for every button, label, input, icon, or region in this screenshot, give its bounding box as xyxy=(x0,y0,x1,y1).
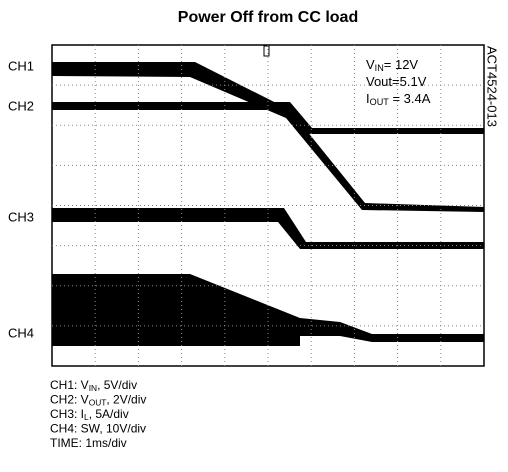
note-sub: IN xyxy=(89,383,97,393)
channel-label: CH4 xyxy=(8,325,34,340)
annotation-rest: = 12V xyxy=(384,57,419,72)
note-main: TIME: 1ms/div xyxy=(50,436,127,450)
annotation-rest: = 3.4A xyxy=(389,91,431,106)
ch4-trace xyxy=(52,274,484,346)
channel-label: CH2 xyxy=(8,98,34,113)
note: CH1: VIN, 5V/div xyxy=(50,378,137,393)
annotation-sub: OUT xyxy=(370,97,390,107)
note: CH3: IL, 5A/div xyxy=(50,407,129,422)
ch2-trace xyxy=(52,102,484,134)
note-sub: OUT xyxy=(89,398,107,408)
annotation: Vout=5.1V xyxy=(366,74,427,89)
note-main: CH3: I xyxy=(50,407,84,421)
note-rest: , 5V/div xyxy=(97,378,137,392)
annotation-main: Vout=5.1V xyxy=(366,74,427,89)
annotation-sub: IN xyxy=(375,63,384,73)
note-rest: , 2V/div xyxy=(106,393,146,407)
side-label: ACT4524-013 xyxy=(485,46,500,127)
scope-screen xyxy=(51,44,485,367)
note-rest: , 5A/div xyxy=(89,407,129,421)
ch3-trace xyxy=(52,208,484,249)
channel-label: CH3 xyxy=(8,209,34,224)
annotation-main: I xyxy=(366,91,370,106)
note-main: CH2: V xyxy=(50,393,89,407)
note: CH4: SW, 10V/div xyxy=(50,422,146,436)
annotation: IOUT = 3.4A xyxy=(366,91,431,107)
note-sub: L xyxy=(84,412,89,422)
annotation: VIN= 12V xyxy=(366,57,418,73)
note: TIME: 1ms/div xyxy=(50,436,127,450)
channel-label: CH1 xyxy=(8,58,34,73)
title: Power Off from CC load xyxy=(178,9,358,26)
note-main: CH4: SW, 10V/div xyxy=(50,422,146,436)
trigger-marker xyxy=(263,45,270,57)
note-main: CH1: V xyxy=(50,378,89,392)
annotation-main: V xyxy=(366,57,375,72)
note: CH2: VOUT, 2V/div xyxy=(50,393,146,408)
